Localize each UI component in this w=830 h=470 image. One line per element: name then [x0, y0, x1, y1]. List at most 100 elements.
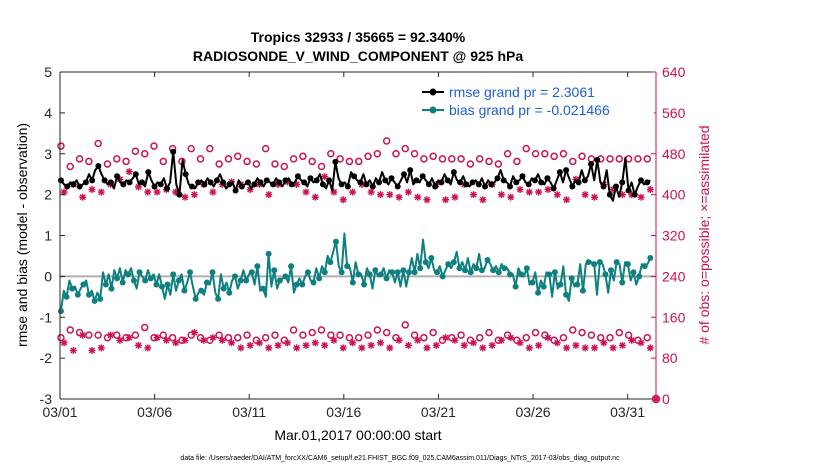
bias-point — [91, 297, 98, 304]
obs-possible-marker — [159, 157, 168, 166]
obs-assimilated-marker — [302, 188, 310, 196]
bias-point — [394, 269, 401, 276]
obs-assimilated-marker — [311, 339, 319, 347]
rmse-point — [469, 179, 476, 186]
rmse-point — [332, 158, 339, 165]
obs-possible-marker — [401, 144, 410, 153]
obs-possible-marker — [531, 150, 540, 158]
obs-assimilated-stroke — [442, 334, 449, 341]
obs-possible-marker — [224, 155, 233, 163]
obs-possible-marker — [336, 155, 344, 163]
rmse-point — [388, 175, 395, 182]
x-tick-label: 03/16 — [326, 404, 361, 420]
obs-assimilated-stroke — [302, 342, 310, 349]
bias-point — [260, 285, 267, 292]
obs-assimilated-marker — [553, 339, 561, 347]
bias-point — [327, 259, 334, 266]
bias-point — [136, 269, 143, 276]
bias-point — [473, 265, 480, 272]
obs-possible-marker — [243, 331, 251, 339]
y-left-tick-label: 1 — [44, 228, 52, 244]
bias-point — [506, 271, 513, 278]
obs-assimilated-stroke — [619, 191, 626, 198]
obs-assimilated-stroke — [647, 344, 654, 352]
obs-assimilated-stroke — [526, 344, 533, 352]
obs-assimilated-marker — [451, 193, 459, 201]
legend-box — [420, 79, 654, 119]
obs-possible-marker — [150, 142, 158, 150]
bias-point — [142, 277, 149, 284]
obs-possible-marker — [234, 333, 242, 342]
obs-possible-marker — [308, 157, 316, 166]
rmse-point — [413, 177, 420, 184]
bias-point — [158, 283, 165, 290]
obs-possible-marker — [429, 328, 437, 337]
obs-possible-marker — [382, 328, 391, 337]
rmse-point — [176, 191, 183, 198]
rmse-point — [157, 181, 164, 188]
bias-point — [344, 263, 351, 270]
obs-assimilated-stroke — [423, 196, 431, 203]
bias-point — [265, 250, 272, 257]
obs-assimilated-stroke — [470, 339, 477, 346]
chart-title-line1: Tropics 32933 / 35665 = 92.340% — [251, 29, 466, 45]
obs-assimilated-stroke — [191, 191, 198, 198]
rmse-point — [550, 185, 557, 192]
rmse-point — [101, 177, 108, 184]
obs-assimilated-marker — [144, 188, 152, 196]
obs-assimilated-stroke — [563, 196, 570, 203]
obs-possible-marker — [569, 326, 577, 334]
bias-point — [187, 269, 194, 276]
obs-possible-marker — [289, 326, 298, 334]
bias-point — [276, 277, 283, 284]
obs-possible-marker — [606, 155, 614, 163]
rmse-point — [369, 183, 376, 190]
bias-point — [591, 261, 598, 268]
obs-assimilated-stroke — [237, 344, 244, 352]
bias-point — [74, 291, 81, 298]
obs-assimilated-marker — [590, 193, 598, 201]
y-left-tick-label: -1 — [40, 309, 53, 325]
y-left-tick-label: -2 — [40, 350, 53, 366]
obs-assimilated-stroke — [610, 344, 617, 352]
rmse-point — [376, 179, 383, 186]
obs-assimilated-marker — [618, 341, 626, 349]
obs-possible-marker — [131, 331, 140, 339]
obs-possible-marker — [420, 155, 428, 163]
bias-point — [198, 287, 205, 294]
obs-assimilated-marker — [432, 341, 440, 349]
obs-assimilated-stroke — [544, 334, 552, 341]
obs-assimilated-marker — [414, 336, 422, 344]
obs-assimilated-marker — [479, 196, 487, 204]
bias-point — [613, 259, 620, 266]
bias-point — [316, 275, 323, 282]
obs-assimilated-stroke — [386, 191, 393, 198]
rmse-point — [307, 175, 314, 182]
legend: rmse grand pr = 2.3061 bias grand pr = -… — [420, 79, 654, 119]
obs-assimilated-marker — [404, 188, 412, 196]
obs-assimilated-marker — [507, 334, 515, 342]
bias-point — [80, 281, 87, 288]
obs-assimilated-marker — [88, 346, 96, 354]
rmse-point — [338, 181, 345, 188]
obs-assimilated-marker — [125, 168, 133, 176]
obs-possible-marker — [615, 328, 624, 337]
bias-point — [546, 271, 553, 278]
rmse-point — [282, 177, 289, 184]
rmse-point — [245, 179, 252, 186]
rmse-point — [619, 179, 626, 186]
obs-assimilated-marker — [69, 346, 77, 354]
obs-assimilated-marker — [255, 339, 263, 347]
obs-assimilated-stroke — [144, 188, 151, 196]
bias-point — [310, 279, 317, 286]
bias-point — [568, 275, 575, 282]
obs-possible-marker — [243, 157, 251, 166]
obs-assimilated-marker — [237, 344, 245, 352]
obs-assimilated-stroke — [600, 339, 607, 346]
obs-assimilated-marker — [497, 336, 505, 344]
obs-possible-marker — [373, 326, 382, 334]
bias-point — [434, 269, 441, 276]
obs-possible-marker — [345, 157, 354, 166]
obs-possible-marker — [289, 155, 298, 163]
bias-point — [456, 265, 463, 272]
